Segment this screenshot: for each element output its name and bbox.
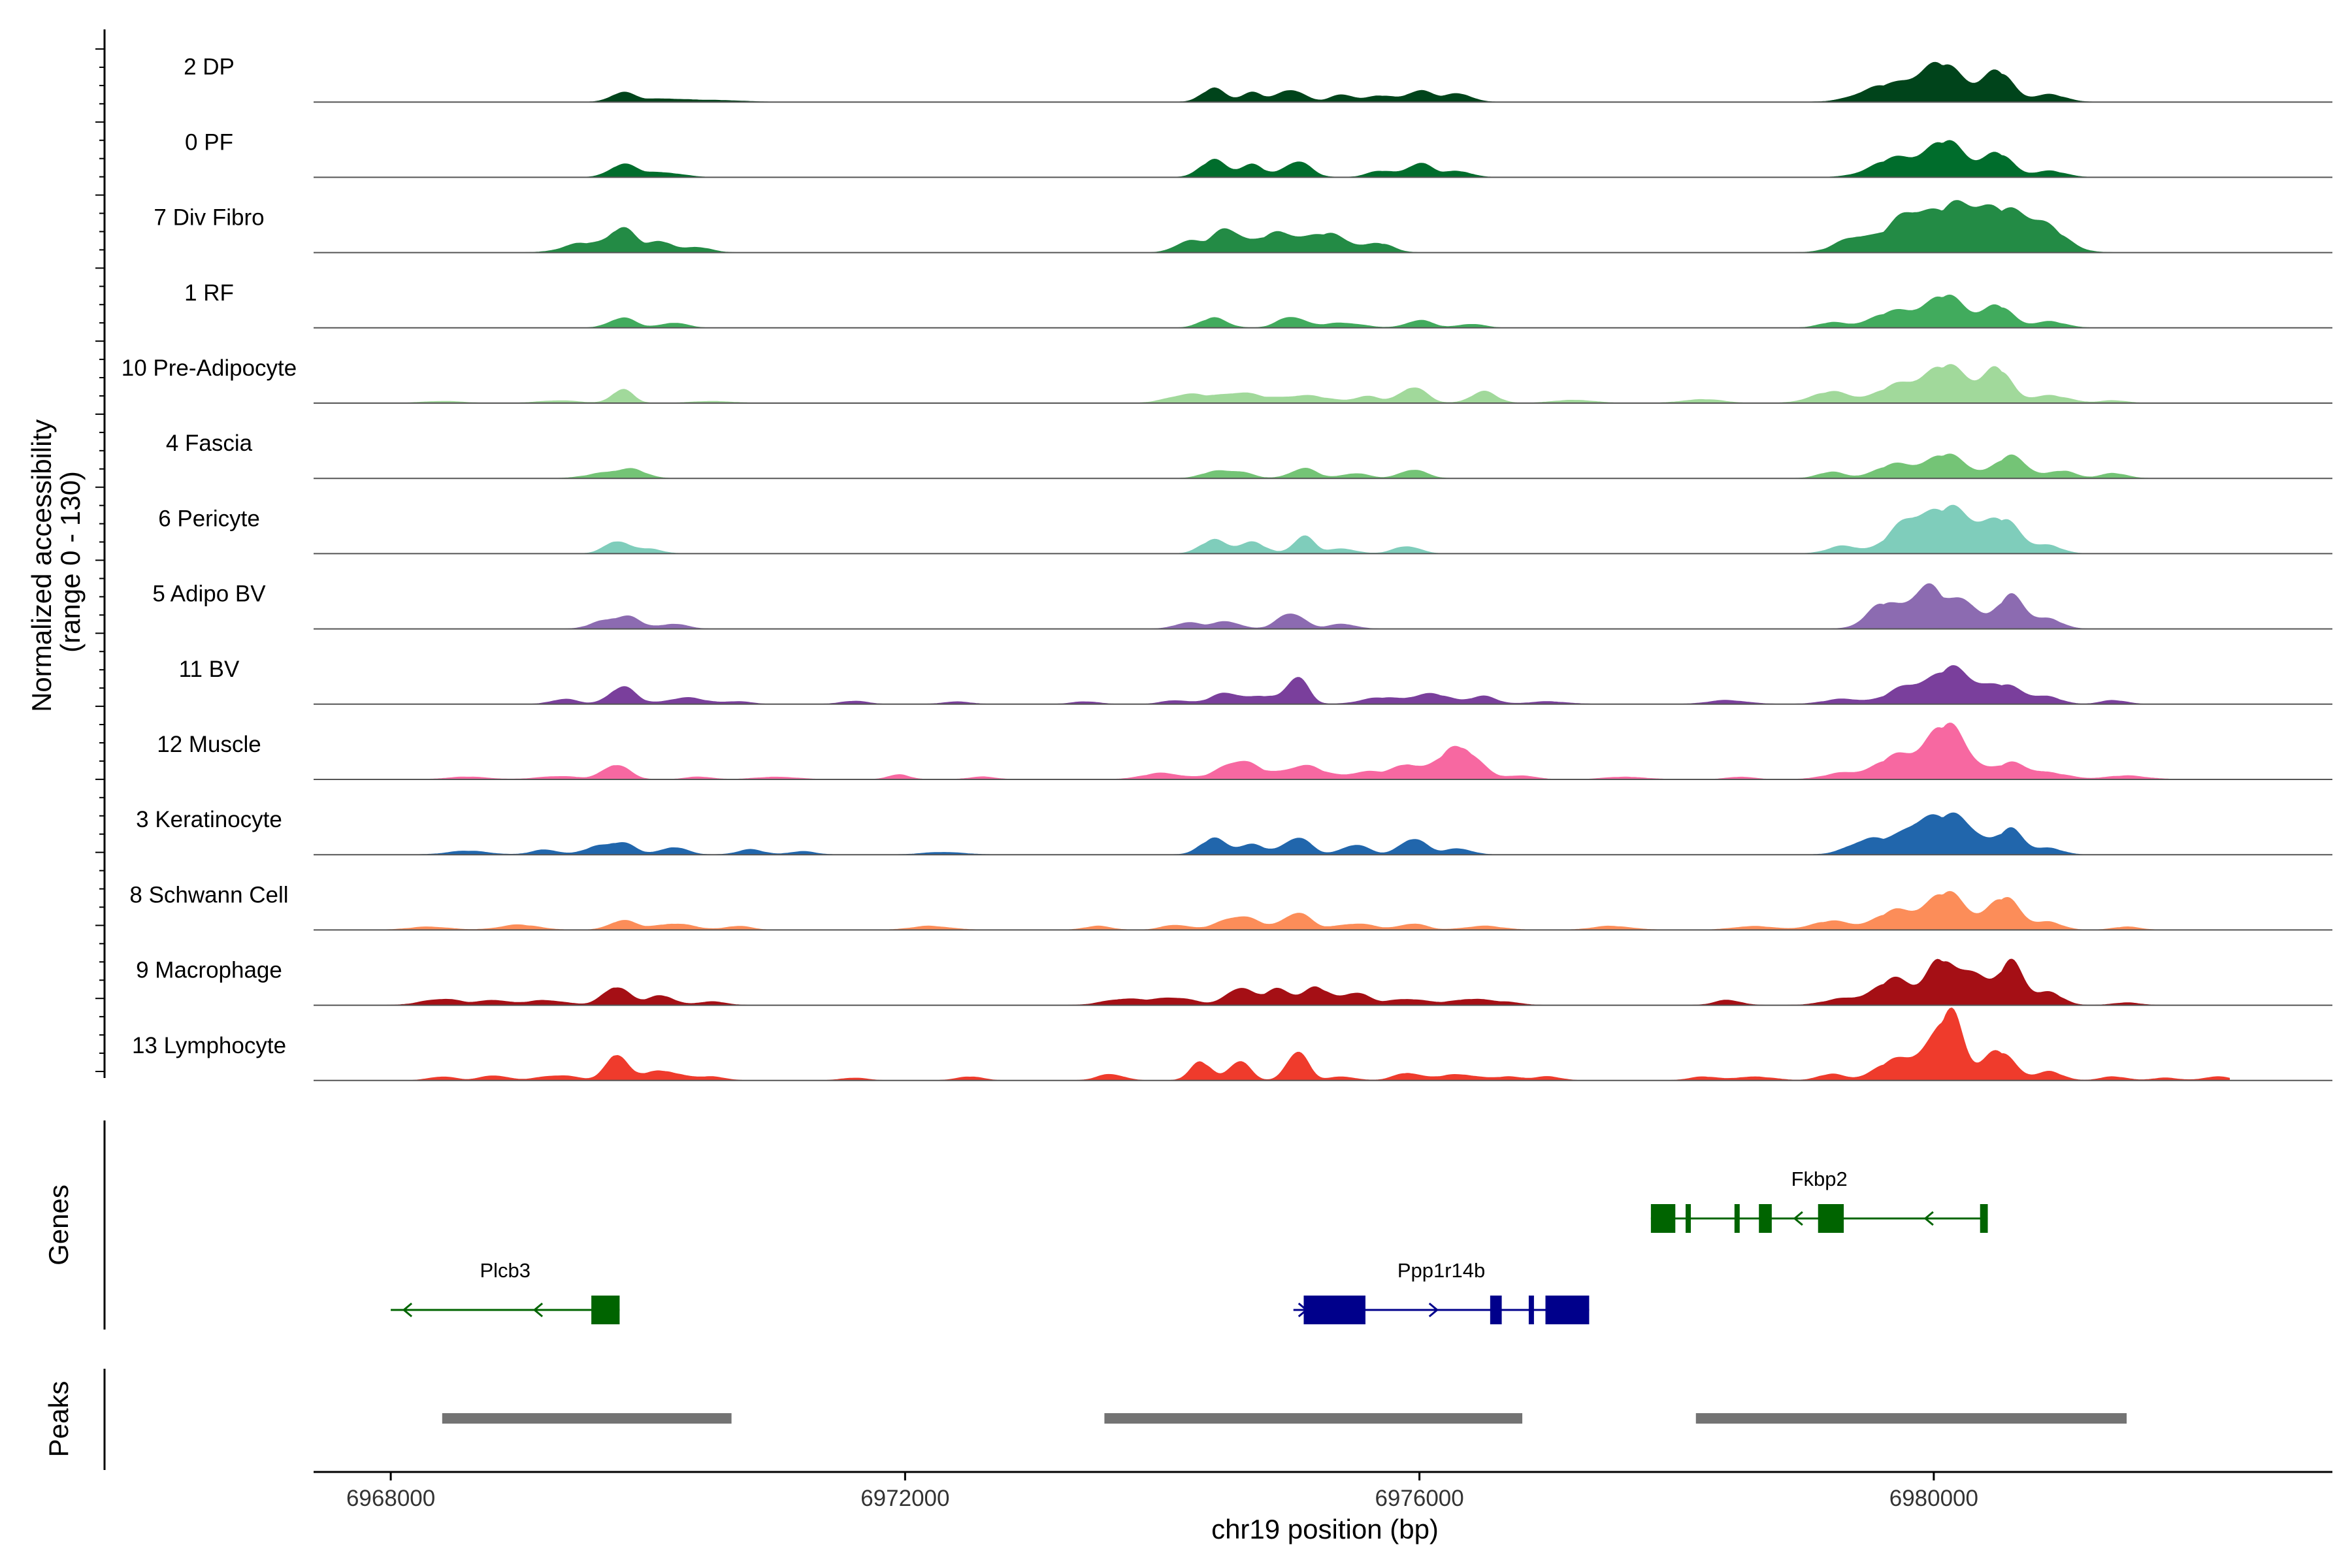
gene-annotations: Plcb3 Ppp1r14b Fkbp2 xyxy=(391,1168,1988,1324)
gene-exon xyxy=(1650,1204,1676,1233)
track: 1 RF xyxy=(184,280,2332,329)
track-label: 8 Schwann Cell xyxy=(129,882,288,907)
coverage-y-axis-title: Normalized accessibility (range 0 - 130) xyxy=(26,412,86,712)
track-area xyxy=(365,722,2230,780)
gene-exon xyxy=(1528,1296,1534,1324)
gene-label: Fkbp2 xyxy=(1791,1168,1848,1190)
track-label: 5 Adipo BV xyxy=(152,581,266,607)
track: 12 Muscle xyxy=(157,722,2332,780)
strand-arrow xyxy=(1923,1211,1934,1226)
coverage-tracks: 2 DP 0 PF 7 Div Fibro 1 RF 10 Pre-Adipocyte 4… xyxy=(122,54,2332,1081)
gene-exon xyxy=(1980,1204,1988,1233)
track-area xyxy=(365,665,2230,705)
genes-axis-title: Genes xyxy=(43,1184,74,1266)
track-area xyxy=(365,294,2230,329)
track-label: 0 PF xyxy=(185,129,233,155)
gene: Plcb3 xyxy=(391,1259,620,1324)
track-label: 3 Keratinocyte xyxy=(136,807,282,832)
track-label: 4 Fascia xyxy=(166,431,253,456)
gene: Fkbp2 xyxy=(1650,1168,1988,1233)
track: 8 Schwann Cell xyxy=(129,882,2332,931)
gene: Ppp1r14b xyxy=(1293,1259,1590,1324)
gene-exon xyxy=(1818,1204,1844,1233)
track-area xyxy=(365,140,2230,178)
x-tick-label: 6968000 xyxy=(346,1486,435,1511)
track: 11 BV xyxy=(179,657,2332,705)
track: 2 DP xyxy=(184,54,2332,103)
track-label: 1 RF xyxy=(184,280,234,306)
x-tick-label: 6972000 xyxy=(860,1486,949,1511)
y-axis-title-line2: (range 0 - 130) xyxy=(55,471,86,653)
track-area xyxy=(365,890,2230,930)
track-label: 10 Pre-Adipocyte xyxy=(122,355,297,381)
track-area xyxy=(365,1007,2230,1081)
gene-exon xyxy=(1734,1204,1740,1233)
track: 4 Fascia xyxy=(166,431,2332,480)
track-label: 7 Div Fibro xyxy=(154,205,264,231)
track-label: 12 Muscle xyxy=(157,732,261,757)
gene-label: Ppp1r14b xyxy=(1397,1259,1485,1282)
track: 6 Pericyte xyxy=(158,504,2332,555)
track-area xyxy=(365,200,2230,253)
gene-exon xyxy=(1303,1296,1365,1324)
peak-regions xyxy=(442,1413,2127,1424)
track-label: 2 DP xyxy=(184,54,235,80)
track: 10 Pre-Adipocyte xyxy=(122,355,2332,404)
peak-bar xyxy=(1104,1413,1523,1424)
track: 9 Macrophage xyxy=(136,958,2332,1006)
track-label: 13 Lymphocyte xyxy=(132,1033,286,1058)
track-area xyxy=(365,364,2230,404)
track: 5 Adipo BV xyxy=(152,581,2332,630)
track: 0 PF xyxy=(185,129,2332,178)
gene-exon xyxy=(1686,1204,1691,1233)
strand-arrow xyxy=(1793,1211,1803,1226)
track-area xyxy=(365,504,2230,554)
track: 13 Lymphocyte xyxy=(132,1007,2332,1081)
strand-arrow xyxy=(1428,1302,1439,1318)
gene-label: Plcb3 xyxy=(480,1259,531,1282)
gene-exon xyxy=(1545,1296,1590,1324)
x-axis-title: chr19 position (bp) xyxy=(1211,1514,1439,1544)
coverage-y-ticks xyxy=(95,48,105,1072)
y-axis-title-line1: Normalized accessibility xyxy=(26,419,57,712)
track-area xyxy=(365,812,2230,855)
track-area xyxy=(365,61,2230,103)
track-area xyxy=(365,453,2230,479)
x-tick-label: 6980000 xyxy=(1889,1486,1978,1511)
track-label: 6 Pericyte xyxy=(158,506,260,531)
x-tick-label: 6976000 xyxy=(1375,1486,1463,1511)
gene-exon xyxy=(591,1296,620,1324)
peak-bar xyxy=(1695,1413,2127,1424)
track-area xyxy=(365,583,2230,630)
peaks-axis-title: Peaks xyxy=(43,1381,74,1458)
track: 7 Div Fibro xyxy=(154,200,2332,253)
strand-arrow xyxy=(402,1302,413,1318)
track-label: 11 BV xyxy=(179,657,240,682)
track: 3 Keratinocyte xyxy=(136,807,2332,856)
gene-exon xyxy=(1490,1296,1502,1324)
x-axis-ticks: 6968000 6972000 6976000 6980000 xyxy=(346,1472,1978,1511)
track-area xyxy=(365,958,2230,1006)
strand-arrow xyxy=(532,1302,544,1318)
gene-exon xyxy=(1759,1204,1772,1233)
track-label: 9 Macrophage xyxy=(136,958,282,983)
peak-bar xyxy=(442,1413,732,1424)
